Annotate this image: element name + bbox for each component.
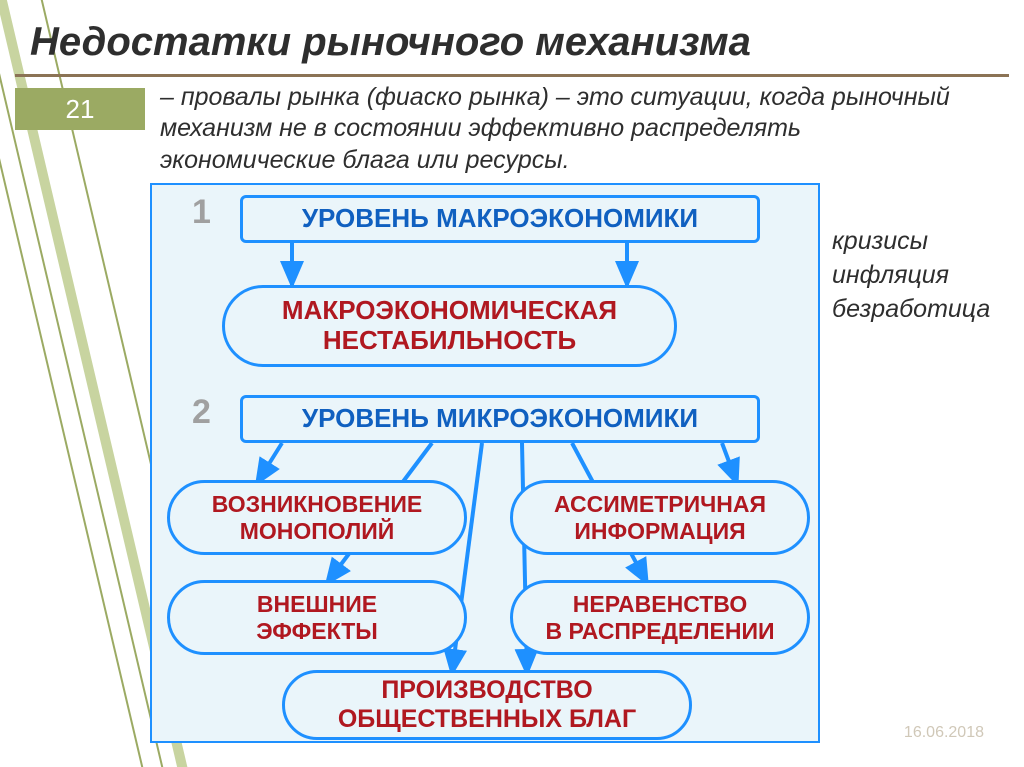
- section-number-2: 2: [192, 393, 211, 432]
- box-macro_instab: МАКРОЭКОНОМИЧЕСКАЯ НЕСТАБИЛЬНОСТЬ: [222, 285, 677, 367]
- box-inequality: НЕРАВЕНСТВО В РАСПРЕДЕЛЕНИИ: [510, 580, 810, 655]
- slide-title: Недостатки рыночного механизма: [30, 20, 751, 65]
- slide-date: 16.06.2018: [904, 724, 984, 742]
- box-micro_level: УРОВЕНЬ МИКРОЭКОНОМИКИ: [240, 395, 760, 443]
- box-externalities: ВНЕШНИЕ ЭФФЕКТЫ: [167, 580, 467, 655]
- box-public_goods: ПРОИЗВОДСТВО ОБЩЕСТВЕННЫХ БЛАГ: [282, 670, 692, 740]
- box-monopoly: ВОЗНИКНОВЕНИЕ МОНОПОЛИЙ: [167, 480, 467, 555]
- slide-subtitle: – провалы рынка (фиаско рынка) – это сит…: [160, 82, 980, 176]
- box-macro_level: УРОВЕНЬ МАКРОЭКОНОМИКИ: [240, 195, 760, 243]
- side-note-line: безработица: [832, 293, 990, 327]
- side-note-line: кризисы: [832, 225, 990, 259]
- section-number-1: 1: [192, 193, 211, 232]
- side-note-line: инфляция: [832, 259, 990, 293]
- diagram-container: 1 2 УРОВЕНЬ МАКРОЭКОНОМИКИ МАКРОЭКОНОМИЧЕ…: [150, 183, 820, 743]
- arrow-layer: [152, 185, 822, 745]
- box-asym_info: АССИМЕТРИЧНАЯ ИНФОРМАЦИЯ: [510, 480, 810, 555]
- side-note: кризисы инфляция безработица: [832, 225, 990, 326]
- slide-number-badge: 21: [15, 88, 145, 130]
- title-underline: [15, 74, 1009, 77]
